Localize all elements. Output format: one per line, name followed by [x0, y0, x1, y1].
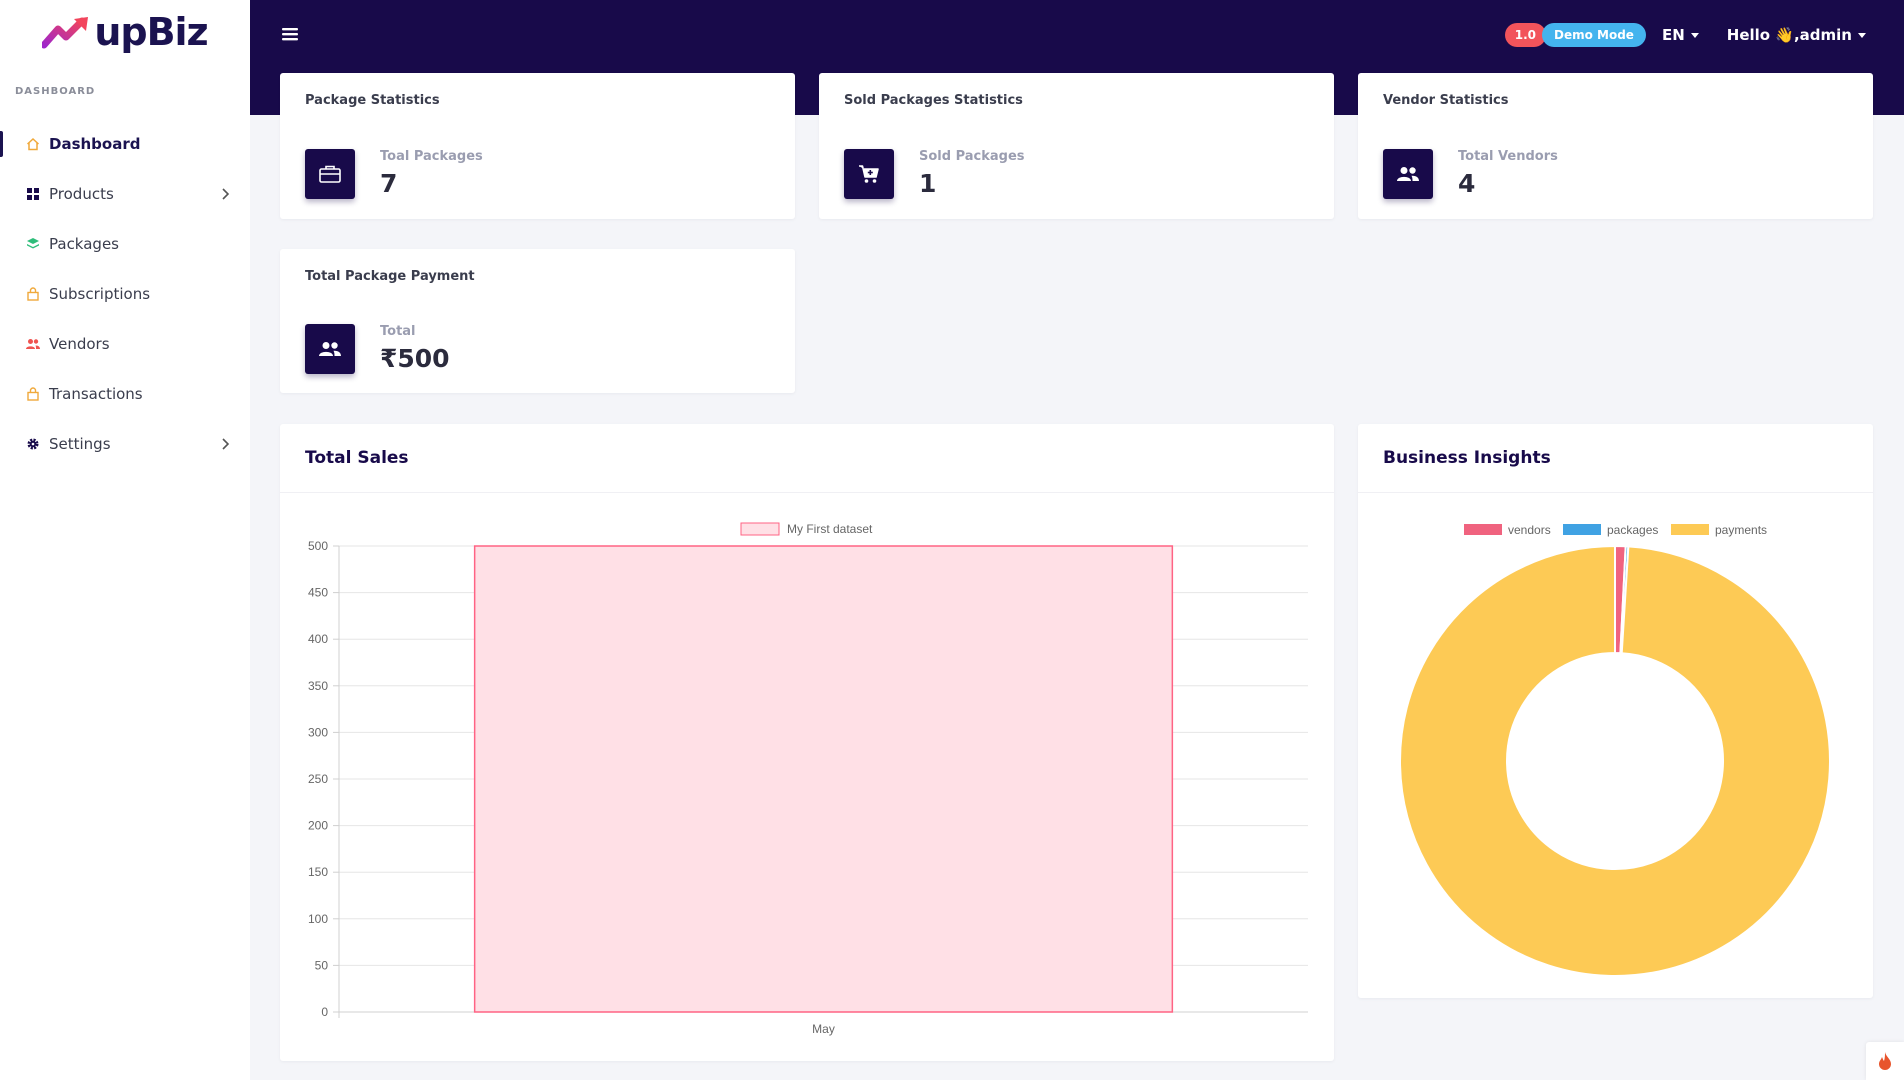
- sidebar-item-label: Dashboard: [49, 135, 141, 153]
- stat-label: Sold Packages: [919, 149, 1025, 164]
- y-tick-label: 250: [308, 772, 328, 786]
- users-icon: [25, 336, 41, 352]
- sidebar-nav: Dashboard Products Packages Subscription…: [0, 119, 250, 469]
- x-tick-label: May: [812, 1022, 835, 1036]
- y-tick-label: 350: [308, 679, 328, 693]
- cart-icon: [844, 149, 894, 199]
- users-icon: [1383, 149, 1433, 199]
- sidebar-item-label: Packages: [49, 235, 119, 253]
- sidebar-item-vendors[interactable]: Vendors: [0, 319, 250, 369]
- total-sales-bar-chart: My First dataset 0 50 100 150 200 250 300 350 400…: [308, 522, 1308, 1036]
- stat-label: Total: [380, 324, 416, 339]
- gear-icon: [25, 436, 41, 452]
- sidebar-item-transactions[interactable]: Transactions: [0, 369, 250, 419]
- sidebar-item-label: Subscriptions: [49, 285, 151, 303]
- sidebar-section-label: DASHBOARD: [15, 86, 96, 97]
- sidebar-item-settings[interactable]: Settings: [0, 419, 250, 469]
- lock-icon: [25, 386, 41, 402]
- legend-swatch-payments: [1671, 524, 1709, 535]
- sidebar-item-label: Vendors: [49, 335, 110, 353]
- sidebar-item-label: Products: [49, 185, 114, 203]
- card-title: Total Package Payment: [305, 269, 475, 284]
- sidebar-item-label: Transactions: [49, 385, 143, 403]
- y-tick-label: 50: [315, 958, 329, 972]
- flame-button[interactable]: [1866, 1042, 1904, 1080]
- language-dropdown[interactable]: EN: [1662, 26, 1699, 44]
- y-tick-label: 0: [321, 1005, 328, 1019]
- panel-divider: [280, 492, 1334, 493]
- legend-swatch-vendors: [1464, 524, 1502, 535]
- layers-icon: [25, 236, 41, 252]
- sold-packages-statistics-card: Sold Packages Statistics Sold Packages 1: [819, 73, 1334, 219]
- panel-divider: [1358, 492, 1873, 493]
- legend-label-packages: packages: [1607, 523, 1658, 537]
- stat-label: Total Vendors: [1458, 149, 1558, 164]
- slice-payments: [1399, 544, 1831, 977]
- chevron-right-icon: [220, 436, 230, 454]
- brand-name: upBiz: [94, 10, 208, 54]
- sidebar-item-products[interactable]: Products: [0, 169, 250, 219]
- business-insights-doughnut-chart: vendors packages payments: [1399, 523, 1831, 977]
- card-title: Package Statistics: [305, 93, 440, 108]
- card-title: Vendor Statistics: [1383, 93, 1509, 108]
- y-tick-label: 100: [308, 912, 328, 926]
- y-tick-label: 150: [308, 865, 328, 879]
- package-statistics-card: Package Statistics Toal Packages 7: [280, 73, 795, 219]
- panel-title: Business Insights: [1383, 448, 1551, 468]
- header-actions: 1.0 Demo Mode EN Hello 👋,admin: [1504, 23, 1866, 47]
- logo-arrow-icon: [42, 17, 89, 49]
- lock-icon: [25, 286, 41, 302]
- menu-toggle-icon[interactable]: [282, 26, 298, 46]
- demo-mode-badge: Demo Mode: [1542, 23, 1646, 47]
- briefcase-icon: [305, 149, 355, 199]
- legend-swatch-packages: [1563, 524, 1601, 535]
- stat-value: ₹500: [380, 344, 450, 373]
- sidebar-item-label: Settings: [49, 435, 111, 453]
- sidebar-item-dashboard[interactable]: Dashboard: [0, 119, 250, 169]
- panel-title: Total Sales: [305, 448, 409, 468]
- y-tick-label: 200: [308, 819, 328, 833]
- grid-icon: [25, 186, 41, 202]
- legend-swatch-my-first-dataset: [740, 522, 780, 536]
- legend-label-payments: payments: [1715, 523, 1767, 537]
- home-icon: [25, 136, 41, 152]
- y-tick-label: 300: [308, 725, 328, 739]
- sidebar-item-packages[interactable]: Packages: [0, 219, 250, 269]
- user-greeting: Hello 👋,admin: [1726, 26, 1852, 44]
- total-package-payment-card: Total Package Payment Total ₹500: [280, 249, 795, 393]
- legend-label-vendors: vendors: [1508, 523, 1551, 537]
- language-label: EN: [1661, 26, 1685, 44]
- version-badge: 1.0: [1504, 23, 1546, 47]
- stat-value: 1: [919, 169, 937, 198]
- stat-value: 7: [380, 169, 398, 198]
- sidebar-item-subscriptions[interactable]: Subscriptions: [0, 269, 250, 319]
- y-tick-label: 400: [308, 632, 328, 646]
- chevron-right-icon: [220, 186, 230, 204]
- stat-value: 4: [1458, 169, 1476, 198]
- stat-label: Toal Packages: [380, 149, 483, 164]
- business-insights-panel: Business Insights vendors packages payment…: [1358, 424, 1873, 998]
- y-tick-label: 500: [308, 539, 328, 553]
- brand-logo[interactable]: upBiz: [0, 0, 250, 60]
- vendor-statistics-card: Vendor Statistics Total Vendors 4: [1358, 73, 1873, 219]
- card-title: Sold Packages Statistics: [844, 93, 1023, 108]
- user-menu[interactable]: Hello 👋,admin: [1727, 26, 1866, 44]
- sidebar: upBiz DASHBOARD Dashboard Products Packa…: [0, 0, 250, 1080]
- legend-label: My First dataset: [787, 522, 873, 536]
- bar-may: [473, 545, 1174, 1013]
- y-tick-label: 450: [308, 586, 328, 600]
- total-sales-panel: Total Sales My First dataset 0 50 100 150 200…: [280, 424, 1334, 1061]
- flame-icon: [1879, 1052, 1891, 1070]
- caret-down-icon: [1858, 32, 1866, 38]
- users-icon: [305, 324, 355, 374]
- caret-down-icon: [1690, 32, 1699, 38]
